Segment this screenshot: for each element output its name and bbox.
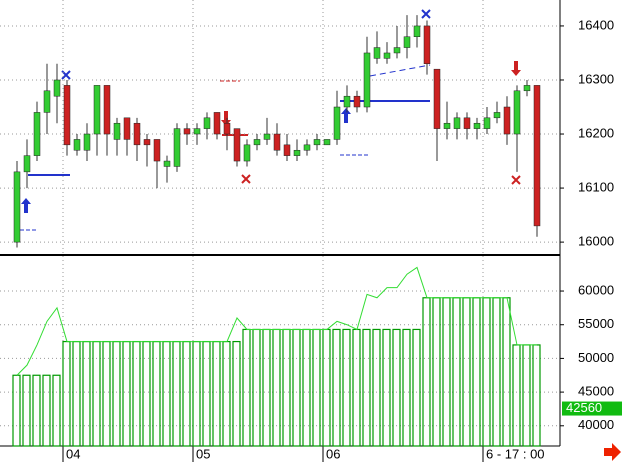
candle-body (473, 122, 481, 129)
sell-arrow (221, 111, 231, 126)
candle-body (293, 149, 301, 156)
candle-body (83, 133, 91, 151)
candle-body (43, 90, 51, 113)
bar (42, 374, 51, 447)
candle-body (313, 139, 321, 146)
candle-body (493, 112, 501, 119)
candle-body (533, 85, 541, 227)
y-tick-label: 60000 (578, 282, 614, 297)
candle-body (243, 144, 251, 162)
candle-body (33, 112, 41, 156)
candle-body (373, 47, 381, 59)
y-tick-label: 55000 (578, 316, 614, 331)
candle-body (23, 155, 31, 173)
bar (372, 328, 381, 447)
bar (392, 328, 401, 447)
candle-body (133, 122, 141, 146)
candle-body (223, 122, 231, 135)
candle-body (173, 128, 181, 167)
candle-body (193, 128, 201, 135)
bar (232, 340, 241, 447)
candle-body (503, 106, 511, 135)
y-tick-label: 50000 (578, 350, 614, 365)
candle-body (383, 52, 391, 59)
candle-body (73, 139, 81, 151)
line (16, 266, 537, 376)
candle-body (93, 85, 101, 135)
bar (342, 328, 351, 447)
candle-body (213, 112, 221, 135)
candle-body (363, 52, 371, 108)
level-line (369, 64, 431, 77)
candle-body (283, 144, 291, 156)
bar (22, 374, 31, 447)
candle-body (423, 25, 431, 65)
candle-body (343, 95, 351, 108)
y-tick-label: 16200 (578, 125, 614, 140)
candle-body (523, 85, 531, 92)
candle-body (453, 117, 461, 129)
candle-body (483, 117, 491, 129)
candle-body (233, 128, 241, 162)
exit-mark (421, 9, 431, 19)
candle-body (253, 139, 261, 146)
last-value-label: 42560 (566, 400, 602, 415)
signals (20, 9, 521, 231)
y-tick-label: 16000 (578, 234, 614, 249)
y-tick-label: 16300 (578, 71, 614, 86)
candle-body (263, 133, 271, 140)
candle-body (13, 171, 21, 243)
y-tick-label: 45000 (578, 384, 614, 399)
bar (402, 328, 411, 447)
candle-body (153, 139, 161, 162)
bar (12, 374, 21, 447)
candle-body (103, 85, 111, 135)
candle-body (203, 117, 211, 129)
y-tick-label: 40000 (578, 417, 614, 432)
bar (382, 328, 391, 447)
exit-mark (241, 174, 251, 184)
y-tick-label: 16100 (578, 180, 614, 195)
scroll-arrow[interactable] (604, 443, 621, 461)
candle-body (393, 47, 401, 54)
buy-arrow (341, 108, 351, 123)
last-value-box (562, 401, 622, 416)
candle-body (163, 160, 171, 167)
bar (362, 328, 371, 447)
bar (412, 328, 421, 447)
candle-body (413, 25, 421, 37)
candle-body (403, 36, 411, 48)
x-tick-label: 05 (196, 446, 210, 461)
candle-body (443, 122, 451, 129)
candle-body (123, 117, 131, 140)
candle-body (183, 128, 191, 135)
x-tick-label: 06 (326, 446, 340, 461)
y-tick-label: 16400 (578, 17, 614, 32)
candle-body (323, 139, 331, 146)
exit-mark (511, 175, 521, 185)
candle-body (333, 106, 341, 140)
x-tick-label: 6 - 17 : 00 (486, 446, 545, 461)
candle-body (463, 117, 471, 129)
candle-body (353, 95, 361, 108)
candle-body (143, 139, 151, 146)
candle-body (433, 68, 441, 129)
buy-arrow (21, 198, 31, 213)
candle-body (63, 85, 71, 146)
bar (52, 374, 61, 447)
sell-arrow (511, 61, 521, 76)
candle-body (273, 133, 281, 151)
candle-body (303, 144, 311, 151)
bar (332, 328, 341, 447)
x-tick-label: 04 (66, 446, 80, 461)
bar (32, 374, 41, 447)
candle-body (113, 122, 121, 140)
candle-body (53, 79, 61, 97)
candle-body (513, 90, 521, 135)
